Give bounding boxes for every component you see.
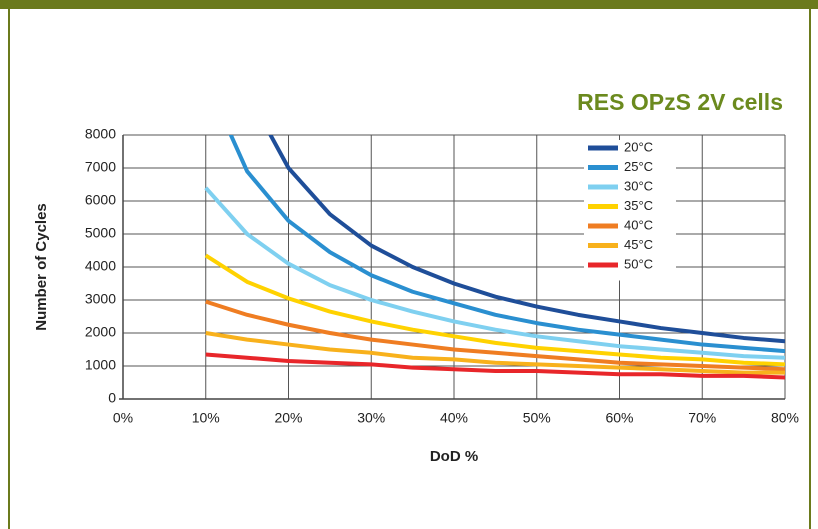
legend-label: 30°C: [624, 178, 653, 193]
x-tick-label: 40%: [440, 410, 468, 426]
x-tick-label: 0%: [113, 410, 133, 426]
x-tick-label: 80%: [771, 410, 799, 426]
x-tick-label: 10%: [192, 410, 220, 426]
plot-lines: [204, 135, 785, 380]
series-line: [205, 299, 785, 372]
chart-title: RES OPzS 2V cells: [577, 89, 783, 115]
series-line: [204, 186, 785, 360]
x-tick-label: 50%: [523, 410, 551, 426]
legend-label: 45°C: [624, 237, 653, 252]
series-line: [204, 253, 785, 367]
series-line: [205, 352, 785, 380]
y-tick-label: 4000: [85, 258, 116, 274]
legend-label: 40°C: [624, 217, 653, 232]
series-line: [228, 135, 785, 354]
legend-label: 35°C: [624, 198, 653, 213]
y-tick-label: 1000: [85, 357, 116, 373]
x-tick-label: 30%: [357, 410, 385, 426]
y-tick-label: 6000: [85, 192, 116, 208]
x-tick-label: 20%: [274, 410, 302, 426]
x-tick-label: 60%: [605, 410, 633, 426]
series-line: [205, 331, 785, 375]
y-tick-label: 8000: [85, 126, 116, 142]
legend-label: 20°C: [624, 139, 653, 154]
series-line: [268, 135, 785, 344]
top-band: [0, 0, 818, 9]
y-tick-label: 2000: [85, 324, 116, 340]
y-tick-label: 5000: [85, 225, 116, 241]
y-axis-label: Number of Cycles: [33, 203, 50, 331]
x-tick-label: 70%: [688, 410, 716, 426]
y-tick-label: 0: [108, 390, 116, 406]
y-tick-label: 7000: [85, 159, 116, 175]
legend-label: 50°C: [624, 256, 653, 271]
y-tick-label: 3000: [85, 291, 116, 307]
x-axis-label: DoD %: [430, 448, 478, 465]
legend-box: [584, 140, 676, 281]
legend-label: 25°C: [624, 159, 653, 174]
